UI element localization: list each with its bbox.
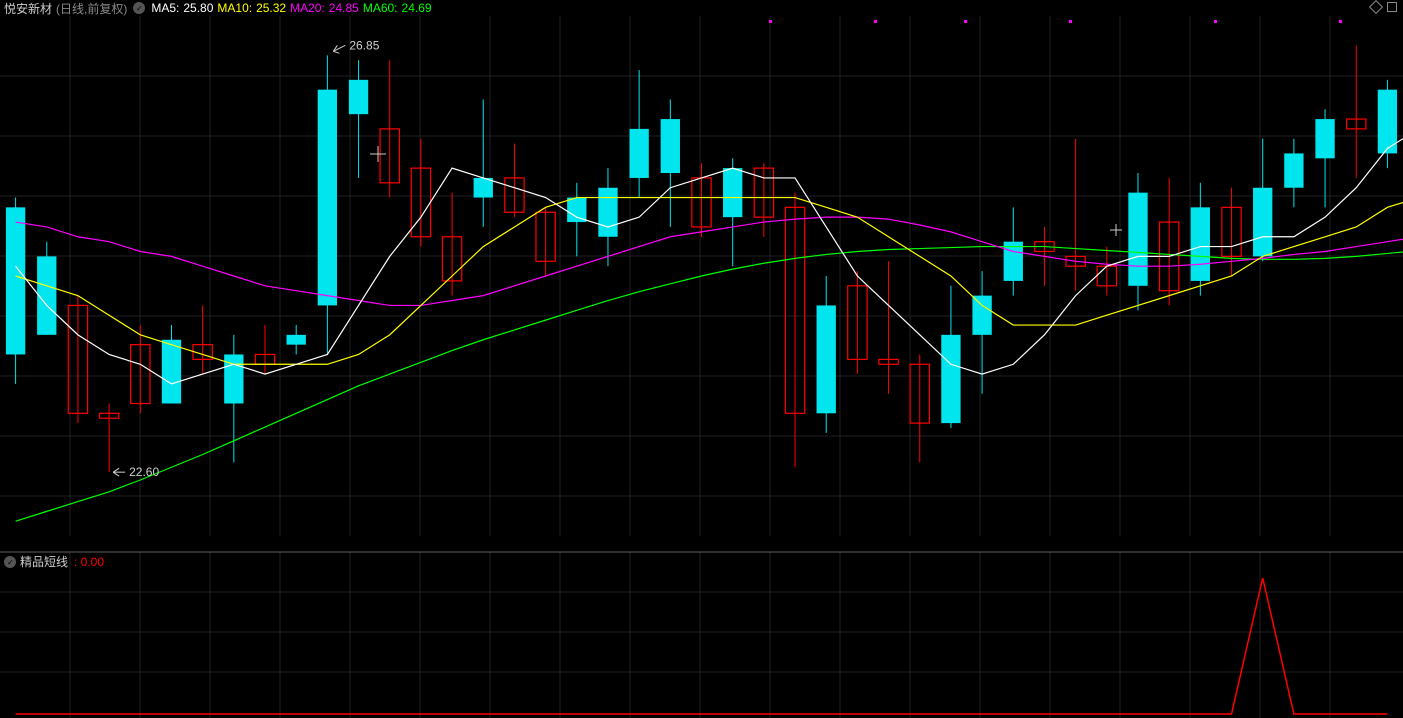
ma10-value: 25.32 bbox=[256, 1, 286, 15]
chart-header: 悦安新材 (日线,前复权) MA5: 25.80 MA10: 25.32 MA2… bbox=[0, 0, 1403, 16]
ma20-label: MA20: bbox=[290, 1, 325, 15]
ma10-label: MA10: bbox=[217, 1, 252, 15]
diamond-icon[interactable] bbox=[1369, 0, 1383, 14]
ma60-value: 24.69 bbox=[402, 1, 432, 15]
sub-indicator-value: : 0.00 bbox=[74, 555, 104, 569]
ma60-label: MA60: bbox=[363, 1, 398, 15]
ma5-value: 25.80 bbox=[183, 1, 213, 15]
ma5-label: MA5: bbox=[151, 1, 179, 15]
square-icon[interactable] bbox=[1387, 2, 1397, 12]
ma20-value: 24.85 bbox=[329, 1, 359, 15]
price-high-label: 26.85 bbox=[349, 38, 379, 52]
indicator-toggle-icon[interactable] bbox=[133, 2, 145, 14]
price-low-label: 22.60 bbox=[129, 465, 159, 479]
period-label: (日线,前复权) bbox=[56, 0, 127, 17]
candlestick-chart[interactable]: 26.85 22.60 ✓ 精品短线 : 0.00 bbox=[0, 16, 1403, 718]
sub-indicator-label: 精品短线 bbox=[20, 555, 68, 569]
stock-name: 悦安新材 bbox=[4, 0, 52, 17]
svg-text:✓: ✓ bbox=[7, 558, 14, 567]
top-right-controls bbox=[1371, 2, 1397, 12]
